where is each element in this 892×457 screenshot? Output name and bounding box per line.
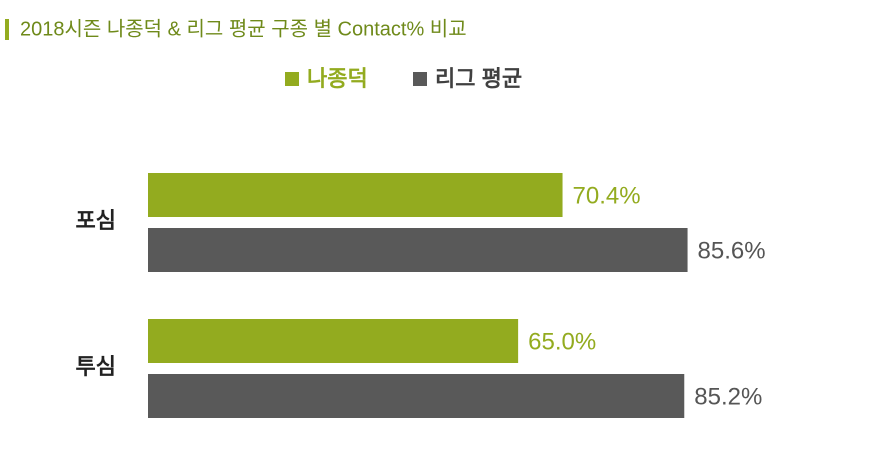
value-label: 70.4% xyxy=(573,182,641,209)
value-label: 85.6% xyxy=(698,237,766,264)
value-label: 65.0% xyxy=(528,328,596,355)
value-label: 85.2% xyxy=(694,383,762,410)
title-accent xyxy=(5,19,9,40)
legend-label: 리그 평균 xyxy=(435,66,522,91)
category-label: 투심 xyxy=(76,354,116,379)
category-label: 포심 xyxy=(76,208,116,233)
bar xyxy=(148,374,685,418)
legend-marker xyxy=(285,72,299,86)
legend-marker xyxy=(413,72,427,86)
legend-label: 나종덕 xyxy=(307,66,368,91)
chart-title: 2018시즌 나종덕 & 리그 평균 구종 별 Contact% 비교 xyxy=(20,17,467,40)
bar xyxy=(148,228,688,272)
bar xyxy=(148,173,563,217)
bar xyxy=(148,319,519,363)
